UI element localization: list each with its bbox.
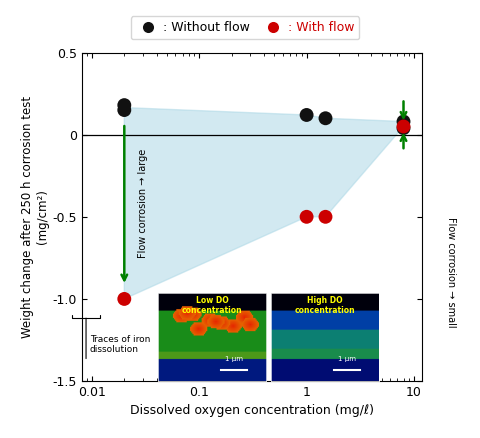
Text: Low DO
concentration: Low DO concentration (182, 296, 243, 315)
Point (303, 213, 311, 220)
Point (120, 106, 128, 113)
Point (120, 102, 128, 109)
Point (322, 213, 329, 220)
Point (120, 295, 128, 302)
Text: 1 μm: 1 μm (225, 356, 243, 362)
Point (322, 115, 329, 122)
Polygon shape (124, 108, 404, 299)
Point (400, 123, 408, 130)
Point (303, 112, 311, 119)
Text: Flow corrosion → small: Flow corrosion → small (446, 217, 456, 328)
Text: High DO
concentration: High DO concentration (295, 296, 356, 315)
Point (400, 125, 408, 132)
Text: 1 μm: 1 μm (338, 356, 356, 362)
Y-axis label: Weight change after 250 h corrosion test
(mg/cm²): Weight change after 250 h corrosion test… (22, 96, 49, 338)
Point (400, 118, 408, 125)
Text: Traces of iron
dissolution: Traces of iron dissolution (90, 335, 150, 354)
Text: Flow corrosion → large: Flow corrosion → large (138, 149, 148, 258)
Legend: : Without flow, : With flow: : Without flow, : With flow (131, 16, 360, 39)
X-axis label: Dissolved oxygen concentration (mg/ℓ): Dissolved oxygen concentration (mg/ℓ) (130, 404, 374, 417)
